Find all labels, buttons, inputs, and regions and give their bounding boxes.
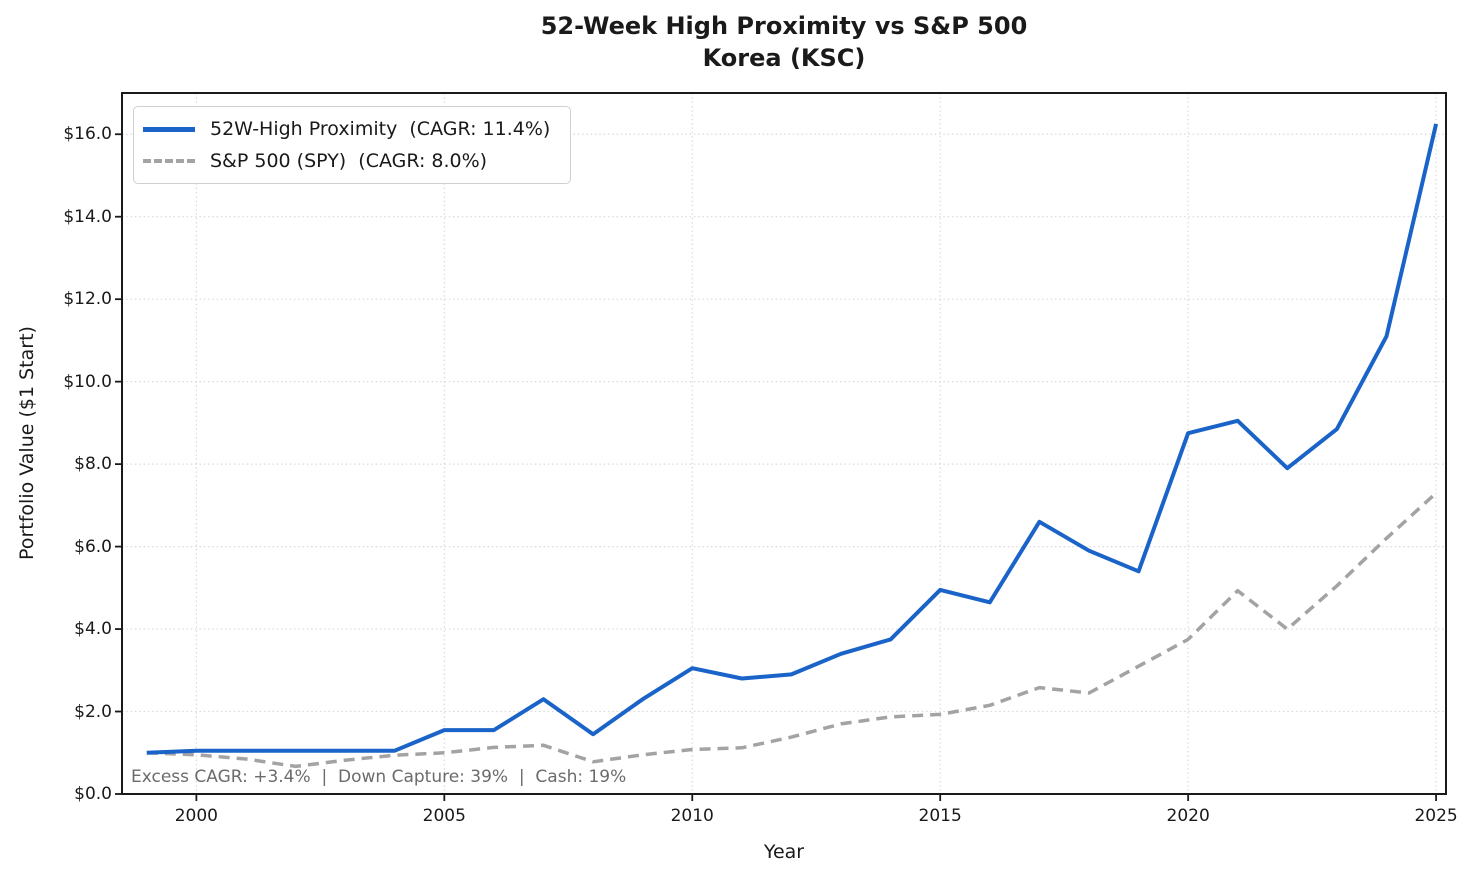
spy-line (146, 491, 1438, 769)
y-tick-label: $8.0 (74, 454, 112, 475)
stats-annotation: Excess CAGR: +3.4% | Down Capture: 39% |… (131, 767, 627, 787)
axes-frame (121, 92, 1447, 795)
chart-title: 52-Week High Proximity vs S&P 500 (540, 12, 1028, 40)
x-tick-label: 2010 (670, 806, 714, 826)
strategy-line-sample (143, 126, 195, 132)
y-tick-label: $16.0 (63, 124, 112, 145)
y-tick-label: $6.0 (74, 536, 112, 557)
legend: 52W-High Proximity (CAGR: 11.4%) S&P 500… (133, 106, 572, 184)
legend-label-strategy: 52W-High Proximity (CAGR: 11.4%) (210, 118, 551, 140)
chart-title-block: 52-Week High Proximity vs S&P 500 Korea … (94, 10, 1474, 74)
y-tick-label: $0.0 (74, 784, 112, 804)
x-axis-label: Year (763, 841, 805, 863)
y-tick-label: $2.0 (74, 701, 112, 722)
x-tick-label: 2025 (1414, 806, 1458, 826)
x-tick-label: 2020 (1166, 806, 1210, 826)
chart-subtitle: Korea (KSC) (702, 44, 866, 72)
y-tick-label: $4.0 (74, 619, 112, 640)
strategy-line (146, 123, 1439, 755)
y-tick-label: $14.0 (63, 206, 112, 227)
x-tick-label: 2000 (174, 806, 218, 826)
legend-label-spy: S&P 500 (SPY) (CAGR: 8.0%) (210, 150, 488, 172)
x-tick-label: 2015 (918, 806, 962, 826)
legend-item-spy: S&P 500 (SPY) (CAGR: 8.0%) (143, 145, 550, 177)
y-tick-label: $12.0 (63, 289, 112, 310)
y-tick-label: $10.0 (63, 371, 112, 392)
x-tick-label: 2005 (422, 806, 466, 826)
legend-item-strategy: 52W-High Proximity (CAGR: 11.4%) (143, 113, 550, 145)
spy-line-sample (143, 159, 195, 163)
